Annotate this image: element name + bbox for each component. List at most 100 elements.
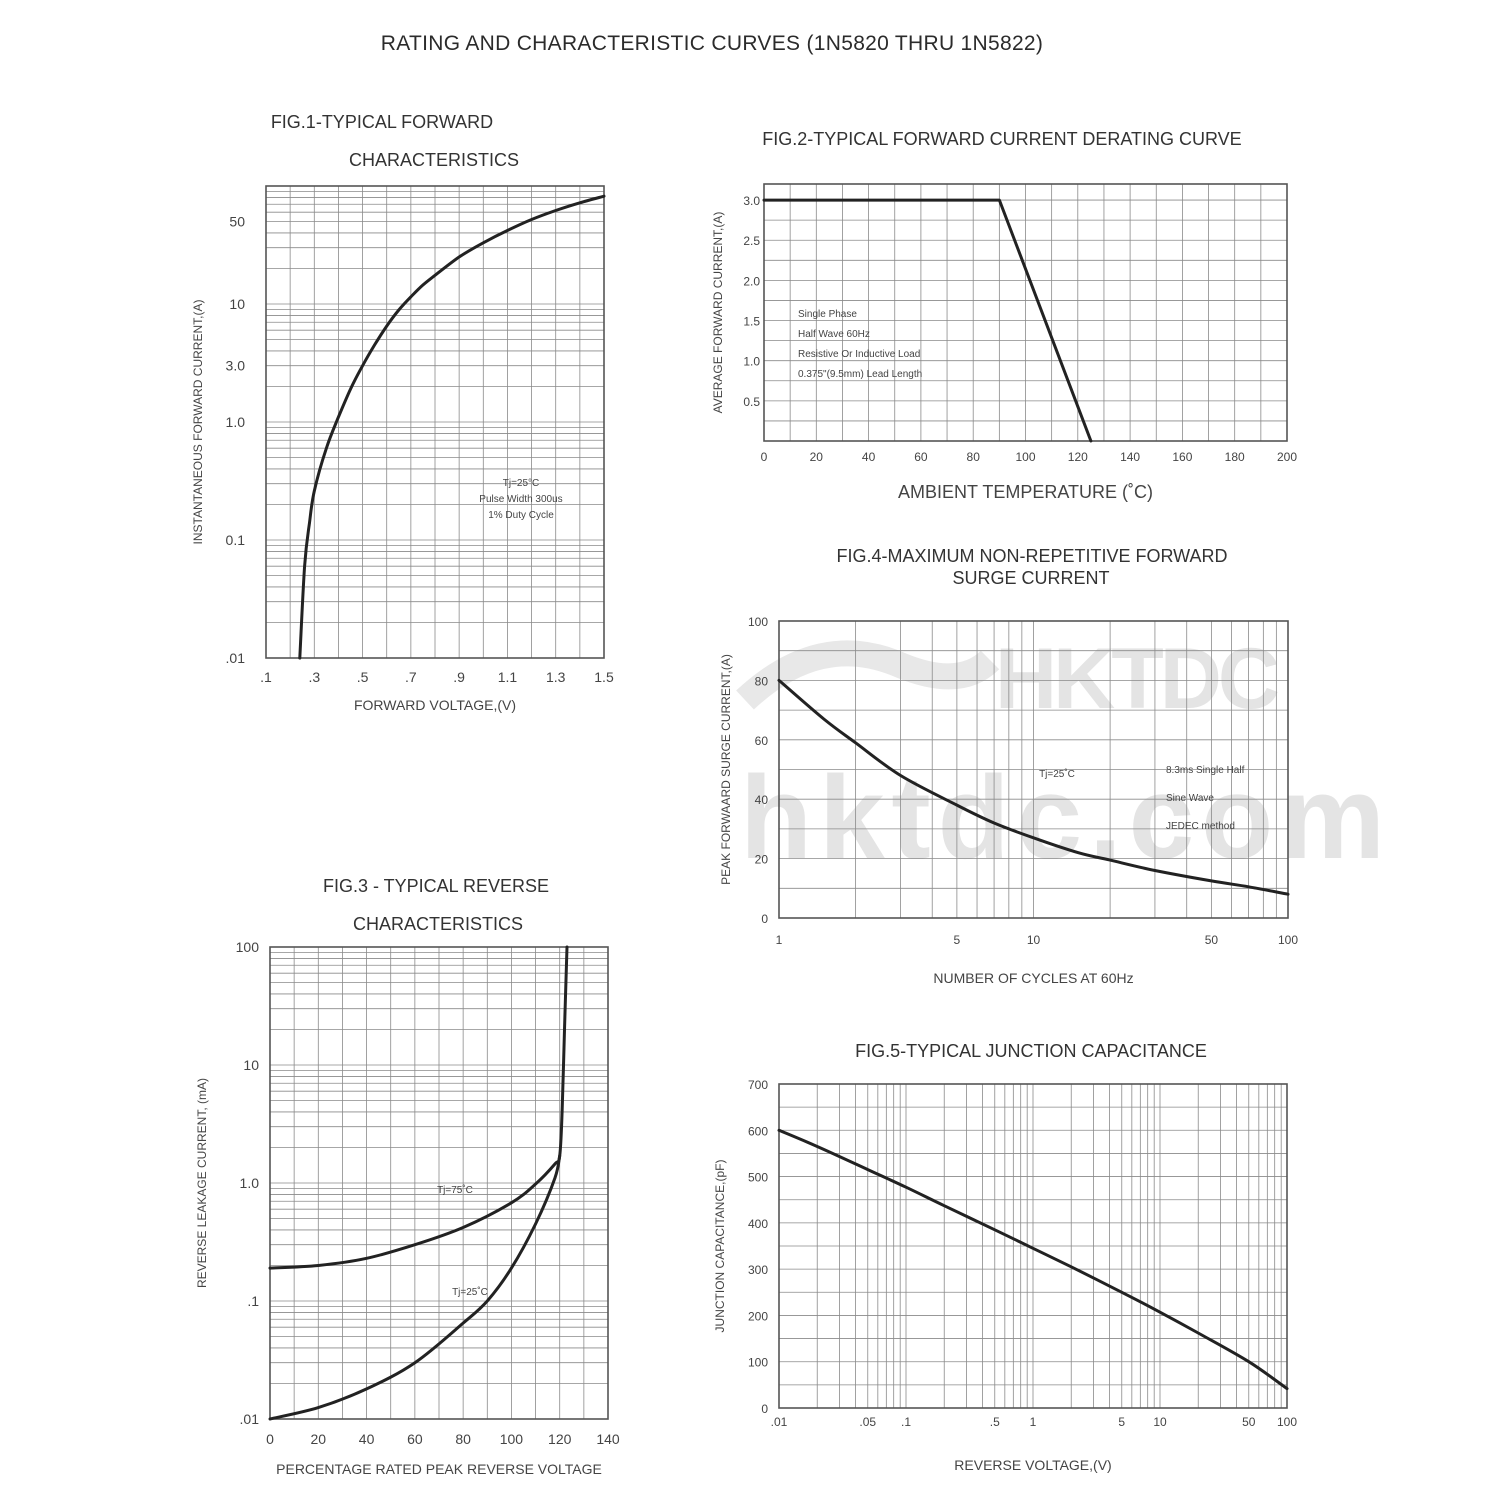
fig3-data-point: [269, 1418, 271, 1420]
fig3-ytick-label: 10: [243, 1057, 259, 1073]
fig2-xtick-label: 160: [1172, 450, 1192, 464]
watermark-logo-icon: HKTDC: [736, 631, 1280, 727]
fig5-xtick-label: .1: [901, 1415, 911, 1429]
fig2-xtick-label: 40: [862, 450, 876, 464]
fig1-data-point: [361, 365, 364, 367]
fig1-data-point: [337, 416, 340, 418]
fig1-data-point: [313, 490, 315, 492]
fig4-data-point: [956, 804, 958, 806]
fig1-annotation: Tj=25°C: [503, 478, 540, 489]
fig1-data-point: [530, 218, 533, 221]
fig2-xtick-label: 100: [1015, 450, 1035, 464]
fig1-xtick-label: .1: [260, 669, 272, 685]
fig1-data-point: [458, 256, 460, 258]
fig3-xtick-label: 140: [596, 1431, 620, 1447]
fig4-xtick-label: 1: [776, 933, 783, 947]
fig1-ytick-label: 50: [229, 214, 245, 230]
fig1-data-point: [482, 242, 484, 244]
fig4-annotation: Sine Wave: [1166, 793, 1214, 804]
fig3-data-point: [317, 1264, 319, 1267]
fig4-ytick-label: 100: [748, 615, 768, 629]
fig4-data-point: [823, 718, 825, 720]
fig2-annotation: Half Wave 60Hz: [798, 329, 870, 340]
fig3-plot-frame: [269, 946, 609, 1420]
fig3-data-point: [365, 1388, 368, 1390]
fig3-data-point: [554, 1177, 556, 1179]
fig2-ytick-label: 1.5: [743, 315, 760, 329]
fig4-ytick-label: 80: [755, 674, 769, 688]
fig1-ytick-label: 1.0: [226, 414, 246, 430]
fig5-grid: [778, 1083, 1288, 1409]
fig3-data-point: [510, 1267, 513, 1269]
fig2-xtick-label: 20: [810, 450, 824, 464]
fig1-data-point: [398, 309, 400, 311]
fig5-xlabel: REVERSE VOLTAGE,(V): [954, 1457, 1111, 1473]
fig1-data-point: [374, 344, 376, 346]
fig3-xtick-label: 20: [310, 1431, 326, 1447]
fig3-data-point: [559, 1155, 561, 1157]
fig5-ytick-label: 500: [748, 1171, 768, 1185]
fig3-ytick-label: 100: [236, 939, 260, 955]
fig1-data-point: [506, 229, 509, 232]
fig3-data-point: [317, 1406, 319, 1409]
fig4-data-point: [899, 774, 902, 777]
fig5-data-point: [1070, 1266, 1072, 1268]
fig1-ytick-label: 3.0: [226, 358, 246, 374]
fig4-plot-frame: [778, 620, 1289, 919]
fig5-ytick-label: 300: [748, 1263, 768, 1277]
fig3-xtick-label: 60: [407, 1431, 423, 1447]
fig4-annotation: 8.3ms Single Half: [1166, 765, 1245, 776]
fig4-xtick-label: 10: [1027, 933, 1041, 947]
fig5-data-point: [1159, 1311, 1161, 1313]
fig2-xtick-label: 180: [1225, 450, 1245, 464]
fig4-xtick-label: 5: [954, 933, 961, 947]
fig1-data-point: [349, 388, 352, 390]
fig4-ytick-label: 60: [755, 734, 769, 748]
fig3-data-point: [269, 1267, 271, 1269]
fig5-ylabel: JUNCTION CAPACITANCE,(pF): [713, 1160, 727, 1333]
fig3-series-line: [268, 1154, 562, 1421]
fig4-xtick-label: 100: [1278, 933, 1298, 947]
fig4-annotation: JEDEC method: [1166, 821, 1235, 832]
fig4-data-point: [1247, 886, 1250, 888]
fig3-ytick-label: .1: [247, 1293, 259, 1309]
fig5-data-point: [1197, 1332, 1199, 1334]
fig5-chart: FIG.5-TYPICAL JUNCTION CAPACITANCE .01 .05…: [713, 1041, 1297, 1473]
fig4-ytick-label: 20: [755, 853, 769, 867]
fig5-ytick-label: 100: [748, 1356, 768, 1370]
fig4-title: SURGE CURRENT: [952, 568, 1109, 588]
fig1-ytick-label: .01: [226, 650, 246, 666]
fig1-data-point: [304, 565, 306, 567]
fig1-xlabel: FORWARD VOLTAGE,(V): [354, 697, 516, 713]
fig3-ytick-label: 1.0: [240, 1175, 260, 1191]
fig5-plot-frame: [778, 1083, 1288, 1409]
fig3-chart: FIG.3 - TYPICAL REVERSE CHARACTERISTICS 0 2…: [195, 876, 620, 1477]
fig5-data-point: [778, 1129, 780, 1131]
fig4-data-point: [993, 822, 995, 824]
fig5-xtick-label: 1: [1030, 1415, 1037, 1429]
fig2-ytick-label: 2.0: [743, 274, 760, 288]
fig3-data-point: [365, 1257, 368, 1259]
fig5-data-point: [1032, 1247, 1034, 1249]
fig3-series-line: [268, 945, 569, 1270]
fig1-xtick-label: 1.1: [498, 669, 518, 685]
fig4-ytick-label: 0: [761, 912, 768, 926]
fig5-xtick-label: 50: [1242, 1415, 1256, 1429]
fig2-chart: FIG.2-TYPICAL FORWARD CURRENT DERATING C…: [711, 129, 1297, 502]
fig5-data-point: [994, 1229, 996, 1231]
fig5-data-point: [1121, 1291, 1123, 1293]
fig3-data-point: [414, 1244, 416, 1246]
fig2-xtick-label: 60: [914, 450, 928, 464]
fig5-xtick-label: 100: [1277, 1415, 1297, 1429]
page-title: RATING AND CHARACTERISTIC CURVES (1N5820…: [380, 32, 1044, 55]
fig4-data-point: [1077, 852, 1079, 854]
fig2-ytick-label: 3.0: [743, 194, 760, 208]
fig2-ytick-label: 2.5: [743, 234, 760, 248]
fig3-data-point: [462, 1226, 464, 1229]
fig1-xtick-label: .9: [453, 669, 465, 685]
fig1-chart: FIG.1-TYPICAL FORWARD CHARACTERISTICS .1 .3…: [191, 112, 614, 713]
fig5-ytick-label: 200: [748, 1309, 768, 1323]
fig3-data-point: [510, 1202, 513, 1204]
fig1-data-point: [308, 522, 311, 524]
